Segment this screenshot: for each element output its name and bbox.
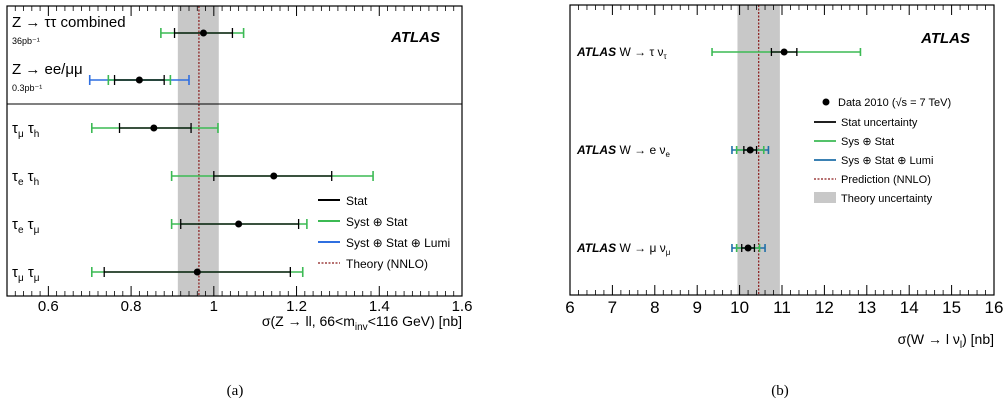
theory-band [177,6,219,296]
x-tick-label: 7 [608,298,617,317]
x-tick-label: 8 [650,298,659,317]
atlas-label: ATLAS [920,30,970,47]
data-point-group [731,244,766,252]
data-point-group [731,146,770,154]
channel-label: τe τh [12,168,39,188]
x-tick-label: 0.6 [38,298,59,315]
channel-label: τμ τh [12,120,39,140]
measurement-label: Z → ττ combined [12,14,126,31]
x-tick-label: 9 [692,298,701,317]
x-tick-label: 1.6 [452,298,473,315]
legend-label-syst: Sys ⊕ Stat [841,136,894,148]
data-point [135,76,143,84]
x-tick-label: 15 [942,298,961,317]
x-tick-label: 16 [985,298,1004,317]
caption: (b) [771,383,789,399]
panel-a: 0.6 0.8 1 1.2 1.4 1.6σ(Z → ll, 66<minv<116 Ge… [6,5,473,399]
process-label: ATLAS W → τ ντ [576,45,668,61]
process-label: ATLAS W → μ νμ [576,241,671,257]
x-tick-label: 10 [730,298,749,317]
process-label: ATLAS W → e νe [576,143,670,159]
legend-label-lumi: Sys ⊕ Stat ⊕ Lumi [841,155,933,167]
channel-label: τe τμ [12,216,40,236]
x-tick-label: 13 [857,298,876,317]
data-point [270,172,278,180]
legend-label-data: Data 2010 (√s = 7 TeV) [838,97,951,109]
data-point [235,220,243,228]
data-point-group [90,267,304,277]
x-axis-label: σ(Z → ll, 66<minv<116 GeV) [nb] [262,313,462,333]
x-tick-label: 11 [773,298,791,317]
data-point-group [170,219,308,229]
legend-label-lumi: Syst ⊕ Stat ⊕ Lumi [346,236,450,250]
x-tick-label: 1.2 [286,298,307,315]
data-point-group [160,28,245,38]
data-point-group [88,75,190,85]
data-point [193,268,201,276]
x-tick-label: 14 [900,298,919,317]
data-point [780,48,788,56]
caption: (a) [227,383,244,399]
data-point [746,146,754,154]
x-axis-label: σ(W → l νl) [nb] [898,331,994,351]
x-tick-label: 6 [565,298,574,317]
x-tick-label: 12 [815,298,834,317]
legend: Data 2010 (√s = 7 TeV) Stat uncertainty Sy… [814,97,951,205]
data-point-group [90,123,219,133]
legend-swatch-band [814,192,836,203]
legend-label-theory: Theory (NNLO) [346,257,428,271]
data-point [199,29,207,37]
legend: Stat Syst ⊕ Stat Syst ⊕ Stat ⊕ Lumi Theory … [318,194,450,271]
legend-swatch-data [822,98,830,106]
panel-b: 6 7 8 9 10 11 12 13 14 15 16 σ(W → l νl) [nb] ATLAS A… [565,4,1004,399]
plot-frame [6,5,463,297]
data-point [150,124,158,132]
data-point-group [170,171,374,181]
atlas-label: ATLAS [390,29,440,46]
luminosity-label: 0.3pb⁻¹ [12,83,42,93]
measurement-label: Z → ee/μμ [12,61,83,78]
data-point-group [711,48,862,56]
legend-label-stat: Stat [346,194,368,208]
legend-label-theory: Prediction (NNLO) [841,174,931,186]
x-tick-label: 1 [210,298,218,315]
legend-label-band: Theory uncertainty [841,193,933,205]
legend-label-stat: Stat uncertainty [841,117,918,129]
data-point [744,244,752,252]
legend-label-syst: Syst ⊕ Stat [346,215,408,229]
luminosity-label: 36pb⁻¹ [12,36,40,46]
x-tick-label: 0.8 [121,298,142,315]
channel-label: τμ τμ [12,264,40,284]
x-tick-label: 1.4 [369,298,390,315]
